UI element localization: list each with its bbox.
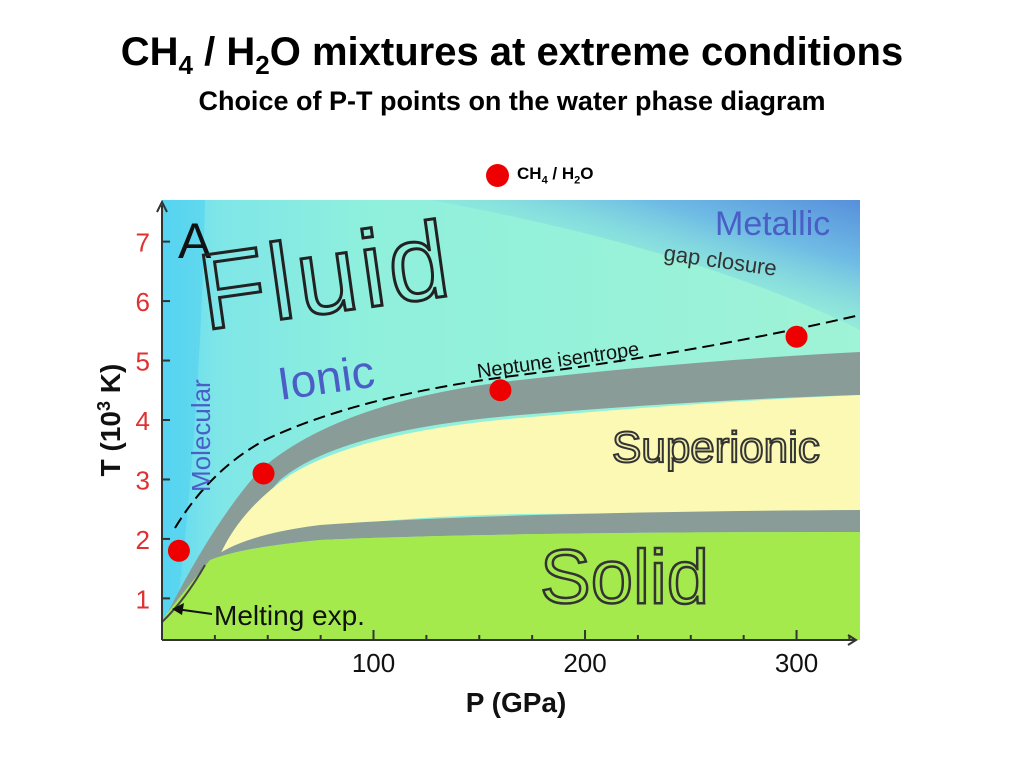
superionic-region xyxy=(220,395,860,555)
data-point xyxy=(252,462,275,485)
x-axis-tick-labels: 100 200 300 xyxy=(352,648,818,678)
y-tick-label: 5 xyxy=(136,347,150,377)
y-axis-tick-labels: 1 2 3 4 5 6 7 xyxy=(136,228,150,615)
data-point xyxy=(167,539,190,562)
y-tick-label: 3 xyxy=(136,465,150,495)
page-subtitle: Choice of P-T points on the water phase … xyxy=(198,86,826,116)
metallic-label: Metallic xyxy=(715,205,830,243)
neptune-isentrope-line xyxy=(174,314,860,529)
x-tick-label: 300 xyxy=(775,648,818,678)
melting-arrowhead xyxy=(172,603,184,615)
y-axis-ticks xyxy=(162,240,170,600)
superionic-label: Superionic xyxy=(612,423,820,472)
data-points xyxy=(167,325,808,562)
x-tick-label: 200 xyxy=(563,648,606,678)
data-point xyxy=(785,325,808,348)
solid-region xyxy=(162,532,860,640)
melting-label: Melting exp. xyxy=(214,600,365,631)
x-tick-label: 100 xyxy=(352,648,395,678)
y-tick-label: 6 xyxy=(136,287,150,317)
data-point xyxy=(489,379,512,402)
axes xyxy=(156,199,858,646)
legend: CH4 / H2O xyxy=(486,160,594,190)
x-axis-ticks xyxy=(213,630,851,640)
metallic-region xyxy=(430,200,860,330)
y-tick-label: 2 xyxy=(136,525,150,555)
y-tick-label: 1 xyxy=(136,584,150,614)
fluid-superionic-boundary xyxy=(168,352,860,612)
x-axis-label: P (GPa) xyxy=(466,687,567,718)
page-title: CH4 / H2O mixtures at extreme conditions xyxy=(120,30,904,80)
molecular-label: Molecular xyxy=(186,379,216,492)
solid-label: Solid xyxy=(540,535,709,620)
y-axis-label: T (103 K) xyxy=(94,364,126,477)
y-tick-label: 7 xyxy=(136,228,150,258)
molecular-region xyxy=(162,200,205,620)
superionic-solid-boundary xyxy=(210,510,860,560)
melting-curve xyxy=(162,564,206,623)
legend-marker xyxy=(486,163,509,187)
y-tick-label: 4 xyxy=(136,406,150,436)
panel-label: A xyxy=(178,213,212,269)
legend-label: CH4 / H2O xyxy=(517,163,594,187)
